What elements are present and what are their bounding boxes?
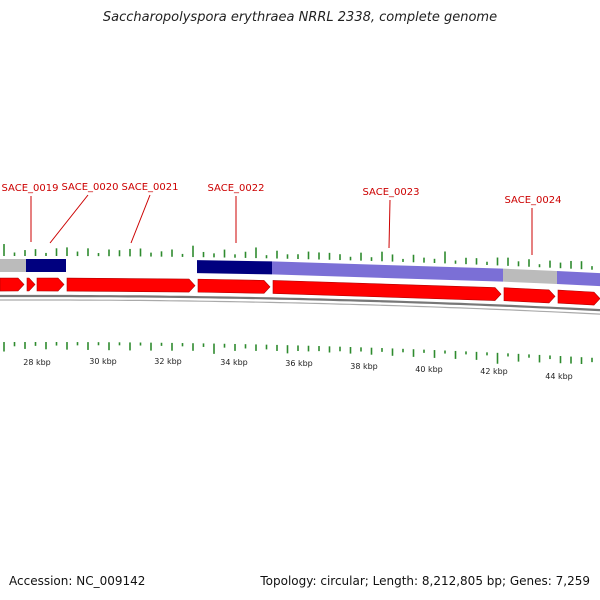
cds-track bbox=[0, 277, 600, 306]
cds-arrow bbox=[0, 277, 25, 292]
cds-arrow bbox=[197, 278, 271, 294]
gene-label-leader bbox=[130, 194, 151, 244]
cds-arrow bbox=[36, 277, 65, 292]
gene-label: SACE_0019 bbox=[2, 183, 59, 194]
hit-segment bbox=[197, 260, 272, 275]
gene-label: SACE_0023 bbox=[363, 187, 420, 198]
gc-content-track-lower bbox=[3, 342, 593, 365]
backbone-ring bbox=[0, 294, 600, 315]
gene-label-leader bbox=[388, 199, 391, 249]
backbone-outer bbox=[0, 294, 600, 312]
accession-text: Accession: NC_009142 bbox=[9, 574, 146, 588]
hit-segment bbox=[503, 268, 557, 285]
map-title: Saccharopolyspora erythraea NRRL 2338, c… bbox=[102, 10, 498, 25]
scale-label: 40 kbp bbox=[415, 365, 443, 374]
scale-label: 42 kbp bbox=[480, 367, 508, 376]
cds-arrow bbox=[503, 287, 556, 304]
hit-segment bbox=[0, 259, 26, 273]
gene-label: SACE_0024 bbox=[505, 195, 562, 206]
scale-label: 38 kbp bbox=[350, 362, 378, 371]
scale-label: 36 kbp bbox=[285, 359, 313, 368]
gene-label: SACE_0022 bbox=[208, 183, 265, 194]
cds-arrow bbox=[272, 280, 502, 301]
scale-label: 34 kbp bbox=[220, 358, 248, 367]
backbone-inner bbox=[0, 299, 600, 315]
gene-label-leader bbox=[49, 194, 89, 244]
blast-hit-track bbox=[0, 259, 600, 287]
genome-summary-text: Topology: circular; Length: 8,212,805 bp… bbox=[260, 574, 590, 588]
scale-labels: 28 kbp 30 kbp 32 kbp 34 kbp 36 kbp 38 kbp 40 k… bbox=[23, 357, 573, 381]
cds-arrow bbox=[66, 277, 196, 293]
scale-label: 28 kbp bbox=[23, 358, 51, 367]
hit-segment bbox=[272, 261, 503, 282]
cds-arrow bbox=[26, 277, 36, 292]
hit-segment bbox=[557, 271, 600, 287]
gc-skew-track-upper bbox=[3, 244, 593, 270]
gene-labels: SACE_0019 SACE_0020 SACE_0021 SACE_0022 SACE… bbox=[2, 182, 562, 255]
gene-label: SACE_0021 bbox=[122, 182, 179, 193]
cds-arrow bbox=[557, 289, 600, 306]
gene-label: SACE_0020 bbox=[62, 182, 119, 193]
scale-label: 32 kbp bbox=[154, 357, 182, 366]
hit-segment bbox=[26, 259, 66, 273]
scale-label: 30 kbp bbox=[89, 357, 117, 366]
scale-label: 44 kbp bbox=[545, 372, 573, 381]
